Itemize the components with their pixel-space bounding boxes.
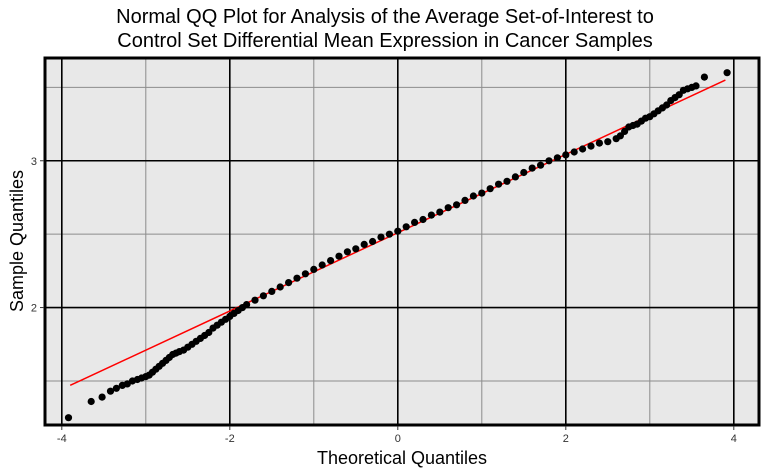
data-point-4 — [112, 384, 120, 392]
x-tick-label-0: -4 — [57, 433, 67, 445]
data-point-62 — [461, 196, 469, 204]
data-point-64 — [478, 189, 486, 197]
data-point-41 — [285, 279, 293, 287]
x-tick-label-1: -2 — [225, 433, 235, 445]
plot-border — [43, 56, 761, 427]
chart-title-line-1: Normal QQ Plot for Analysis of the Avera… — [116, 6, 654, 28]
data-point-63 — [469, 192, 477, 200]
data-point-40 — [276, 283, 284, 291]
data-point-60 — [444, 204, 452, 212]
y-tick-label-0: 2 — [31, 303, 37, 315]
data-point-75 — [570, 148, 578, 156]
data-point-67 — [503, 177, 511, 185]
data-point-36 — [243, 301, 251, 309]
data-point-37 — [251, 296, 259, 304]
y-axis-ticks: 23 — [31, 156, 44, 315]
data-point-72 — [545, 157, 553, 165]
data-point-58 — [427, 211, 435, 219]
data-point-101 — [723, 69, 731, 77]
data-point-59 — [436, 208, 444, 216]
data-point-74 — [562, 151, 570, 159]
x-axis-title: Theoretical Quantiles — [317, 448, 487, 468]
data-point-61 — [453, 201, 461, 209]
data-point-42 — [293, 274, 301, 282]
data-point-3 — [106, 387, 115, 395]
data-point-76 — [579, 145, 587, 153]
chart-title-line-2: Control Set Differential Mean Expression… — [117, 30, 653, 52]
data-point-54 — [394, 227, 402, 235]
data-point-56 — [411, 218, 419, 226]
data-point-69 — [520, 168, 528, 177]
data-point-55 — [402, 223, 410, 231]
data-point-68 — [511, 173, 519, 181]
y-tick-label-1: 3 — [31, 156, 37, 168]
y-axis-title: Sample Quantiles — [7, 170, 27, 312]
data-point-52 — [377, 233, 385, 241]
data-point-46 — [327, 257, 335, 265]
data-point-50 — [360, 240, 368, 248]
x-tick-label-3: 2 — [563, 433, 569, 445]
points-group — [64, 69, 731, 422]
data-point-51 — [369, 237, 377, 246]
data-point-71 — [537, 161, 545, 169]
minor-grid — [45, 58, 759, 425]
data-point-47 — [335, 252, 343, 260]
data-point-45 — [318, 261, 326, 269]
data-point-66 — [495, 180, 503, 188]
data-point-0 — [64, 414, 73, 422]
data-point-38 — [259, 292, 267, 300]
x-tick-label-4: 4 — [731, 433, 737, 445]
data-point-65 — [486, 185, 494, 193]
data-point-53 — [385, 230, 393, 238]
data-point-78 — [595, 139, 604, 147]
data-point-77 — [587, 142, 595, 150]
data-point-57 — [419, 215, 427, 224]
major-grid — [45, 58, 759, 425]
data-point-48 — [343, 248, 351, 256]
x-axis-ticks: -4 -2 0 2 4 — [57, 426, 737, 445]
data-point-1 — [87, 397, 95, 406]
data-point-44 — [310, 265, 318, 273]
data-point-43 — [301, 270, 309, 278]
data-point-39 — [268, 287, 276, 295]
data-point-70 — [528, 164, 536, 172]
data-point-2 — [98, 393, 106, 401]
data-point-79 — [604, 138, 612, 146]
data-point-99 — [692, 82, 700, 90]
data-point-49 — [352, 245, 360, 253]
data-point-73 — [553, 154, 562, 162]
x-tick-label-2: 0 — [395, 433, 401, 445]
data-point-100 — [700, 73, 709, 81]
